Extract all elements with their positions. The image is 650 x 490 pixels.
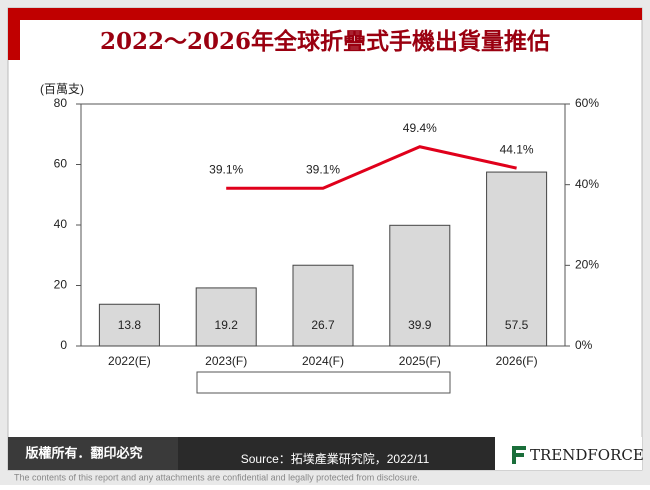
data-label: 57.5	[505, 318, 529, 332]
legend-box	[196, 371, 451, 394]
data-label: 49.4%	[403, 121, 437, 135]
bar	[98, 303, 160, 347]
y-tick-label: 40	[54, 217, 68, 231]
bar	[389, 224, 451, 347]
bar	[195, 287, 257, 347]
y-tick-label: 80	[54, 96, 68, 110]
disclaimer: The contents of this report and any atta…	[14, 472, 420, 482]
frame-accent	[8, 8, 642, 60]
data-label: 39.1%	[306, 162, 340, 176]
chart-title: 2022～2026年全球折疊式手機出貨量推估	[100, 28, 550, 55]
y-tick-label: 0	[60, 338, 67, 352]
brand: TRENDFORCE	[530, 446, 644, 464]
bar	[292, 264, 354, 347]
x-tick-label: 2023(F)	[205, 354, 247, 368]
y2-tick-label: 60%	[575, 96, 599, 110]
x-tick-label: 2024(F)	[302, 354, 344, 368]
data-label: 19.2	[215, 318, 239, 332]
x-tick-label: 2022(E)	[108, 354, 151, 368]
data-label: 39.1%	[209, 162, 243, 176]
source: Source：拓墣產業研究院，2022/11	[241, 451, 430, 466]
y2-tick-label: 0%	[575, 338, 593, 352]
y-tick-label: 20	[54, 278, 68, 292]
y2-tick-label: 20%	[575, 258, 599, 272]
line	[226, 145, 517, 190]
y-axis-label: (百萬支)	[40, 82, 84, 96]
data-label: 13.8	[118, 318, 142, 332]
x-tick-label: 2026(F)	[496, 354, 538, 368]
y2-tick-label: 40%	[575, 177, 599, 191]
data-label: 26.7	[311, 318, 335, 332]
data-label: 39.9	[408, 318, 432, 332]
data-label: 44.1%	[500, 142, 534, 156]
copyright: 版權所有．翻印必究	[25, 445, 142, 460]
bar	[486, 171, 548, 347]
footer-left	[8, 437, 178, 470]
x-tick-label: 2025(F)	[399, 354, 441, 368]
brand-icon	[512, 446, 526, 464]
y-tick-label: 60	[54, 157, 68, 171]
